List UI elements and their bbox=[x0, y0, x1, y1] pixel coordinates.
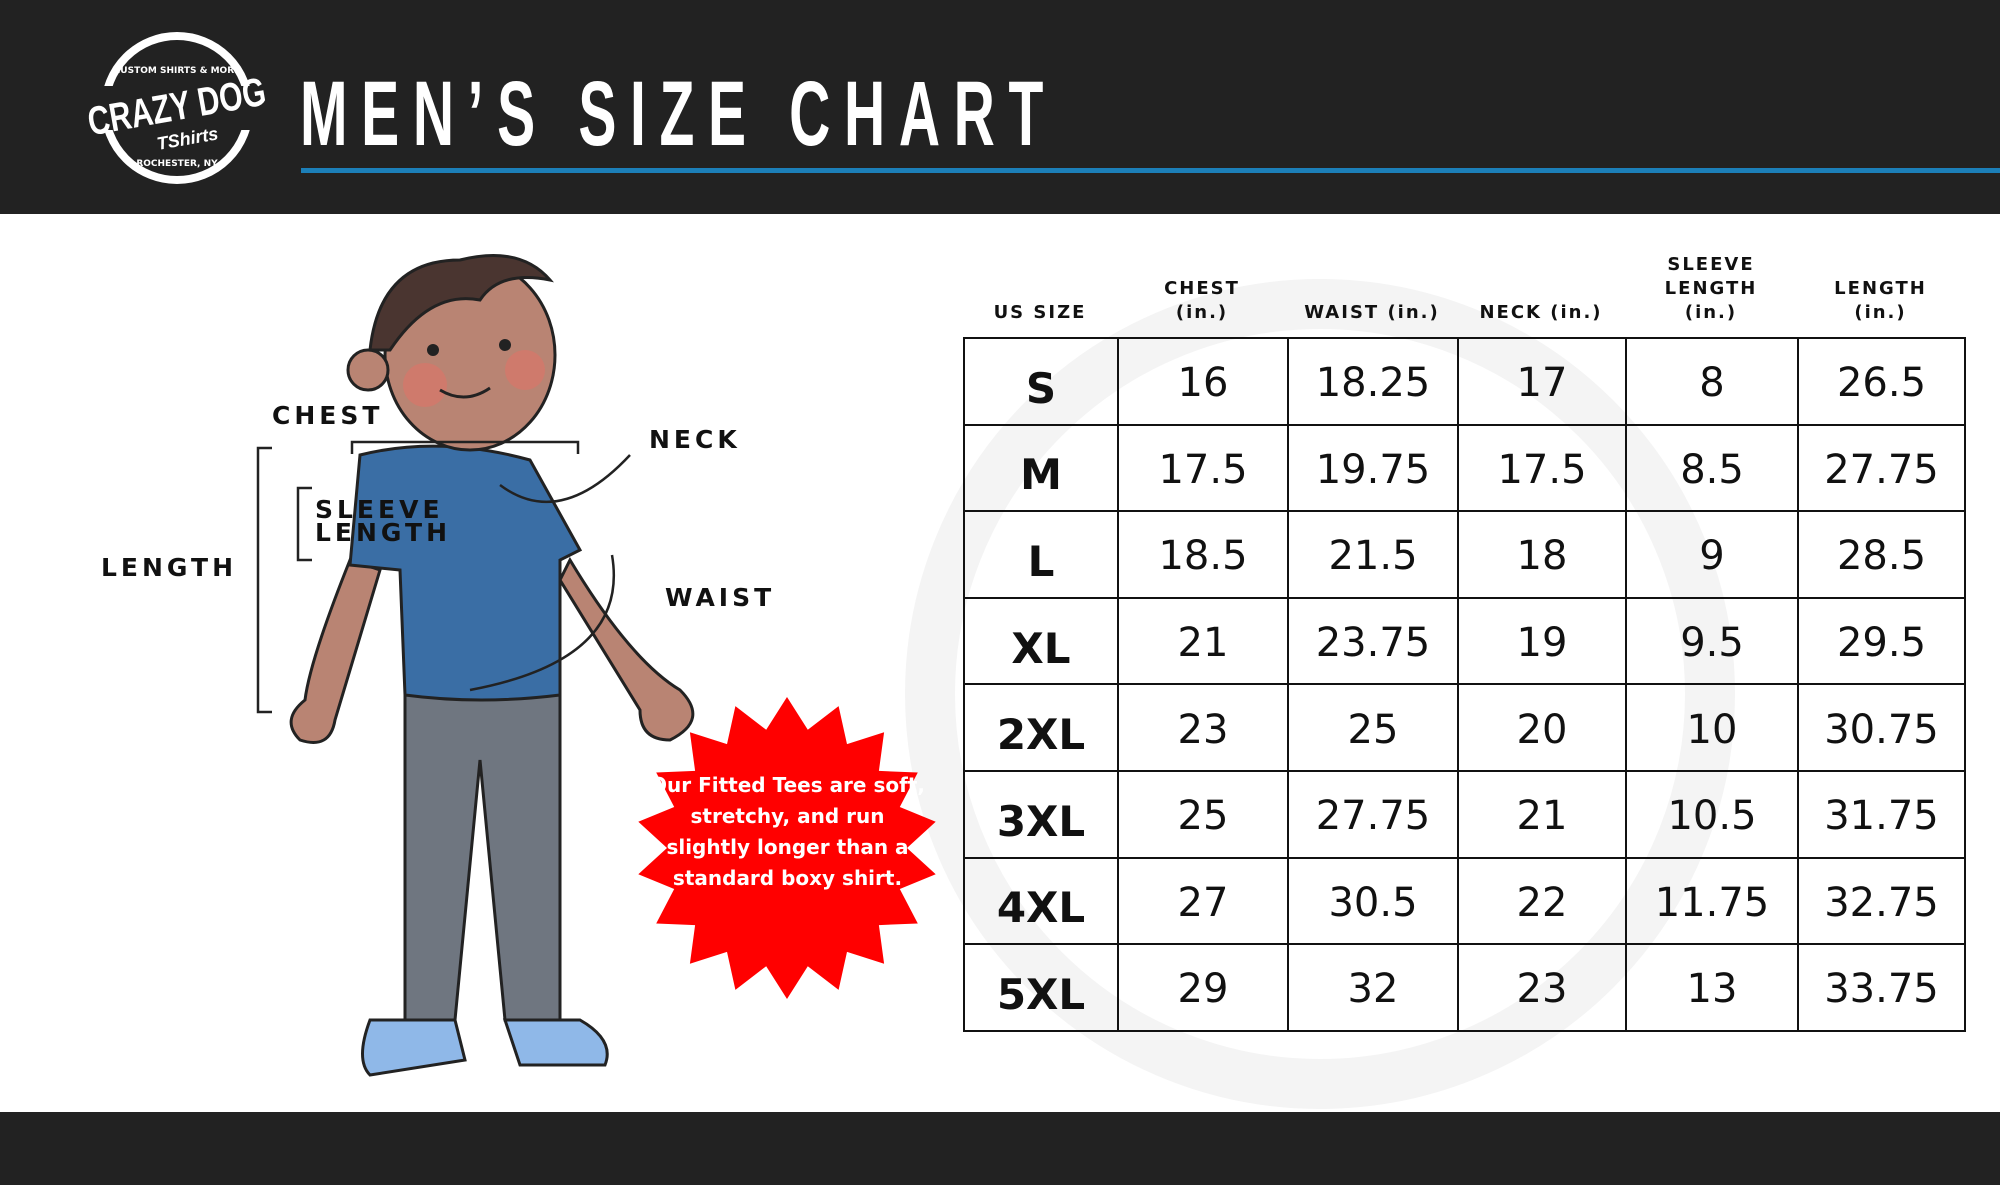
page-title: MEN’S SIZE CHART bbox=[300, 63, 1057, 165]
measurement-cell: 28.5 bbox=[1797, 510, 1966, 599]
size-table: S 16 18.25 17 8 26.5 M 17.5 19.75 17.5 8.5 27.75 L 18… bbox=[963, 337, 1966, 1032]
callout-text: Our Fitted Tees are soft, stretchy, and … bbox=[650, 773, 925, 890]
measurement-cell: 10.5 bbox=[1625, 769, 1799, 859]
size-cell: 5XL bbox=[963, 943, 1119, 1032]
boy-illustration bbox=[289, 254, 695, 1077]
column-header: US SIZE bbox=[993, 302, 1087, 323]
table-row: XL 21 23.75 19 9.5 29.5 bbox=[963, 596, 1966, 686]
starburst-shape bbox=[638, 697, 936, 999]
measurement-cell: 11.75 bbox=[1625, 856, 1799, 946]
measurement-cell: 33.75 bbox=[1797, 943, 1966, 1032]
measurement-cell: 10 bbox=[1625, 683, 1799, 772]
table-row: 2XL 23 25 20 10 30.75 bbox=[963, 683, 1966, 772]
header-bar bbox=[0, 0, 2000, 214]
measurement-cell: 26.5 bbox=[1797, 337, 1966, 426]
size-cell: 3XL bbox=[963, 769, 1119, 859]
title-underline bbox=[301, 168, 2000, 173]
measurement-cell: 21 bbox=[1457, 769, 1627, 859]
measurement-cell: 17.5 bbox=[1457, 423, 1627, 513]
svg-text:ROCHESTER, NY: ROCHESTER, NY bbox=[136, 159, 218, 169]
measurement-cell: 27.75 bbox=[1797, 423, 1966, 513]
table-row: L 18.5 21.5 18 9 28.5 bbox=[963, 510, 1966, 599]
measurement-cell: 17.5 bbox=[1117, 423, 1289, 513]
measurement-cell: 9.5 bbox=[1625, 596, 1799, 686]
measurement-cell: 29 bbox=[1117, 943, 1289, 1032]
measurement-cell: 30.5 bbox=[1287, 856, 1459, 946]
measurement-cell: 19 bbox=[1457, 596, 1627, 686]
column-header: LENGTH (in.) bbox=[1834, 278, 1927, 323]
size-cell: S bbox=[963, 337, 1119, 426]
measurement-cell: 17 bbox=[1457, 337, 1627, 426]
table-row: 5XL 29 32 23 13 33.75 bbox=[963, 943, 1966, 1032]
size-cell: M bbox=[963, 423, 1119, 513]
measurement-cell: 9 bbox=[1625, 510, 1799, 599]
measurement-cell: 18 bbox=[1457, 510, 1627, 599]
measurement-cell: 19.75 bbox=[1287, 423, 1459, 513]
column-header: WAIST (in.) bbox=[1304, 302, 1440, 323]
footer-bar bbox=[0, 1112, 2000, 1185]
measurement-cell: 23.75 bbox=[1287, 596, 1459, 686]
measurement-cell: 29.5 bbox=[1797, 596, 1966, 686]
measurement-cell: 27.75 bbox=[1287, 769, 1459, 859]
measurement-cell: 27 bbox=[1117, 856, 1289, 946]
column-header: CHEST (in.) bbox=[1164, 278, 1240, 323]
measurement-cell: 23 bbox=[1117, 683, 1289, 772]
label-chest: CHEST bbox=[272, 401, 384, 430]
measurement-cell: 8 bbox=[1625, 337, 1799, 426]
measurement-cell: 32 bbox=[1287, 943, 1459, 1032]
measurement-cell: 21.5 bbox=[1287, 510, 1459, 599]
label-sleeve-length: LENGTH bbox=[315, 518, 451, 547]
measurement-cell: 16 bbox=[1117, 337, 1289, 426]
label-length: LENGTH bbox=[101, 553, 237, 582]
size-cell: 4XL bbox=[963, 856, 1119, 946]
measurement-cell: 25 bbox=[1287, 683, 1459, 772]
measurement-cell: 23 bbox=[1457, 943, 1627, 1032]
table-row: S 16 18.25 17 8 26.5 bbox=[963, 337, 1966, 426]
measurement-cell: 20 bbox=[1457, 683, 1627, 772]
table-row: 3XL 25 27.75 21 10.5 31.75 bbox=[963, 769, 1966, 859]
measurement-cell: 13 bbox=[1625, 943, 1799, 1032]
measurement-cell: 21 bbox=[1117, 596, 1289, 686]
label-waist: WAIST bbox=[665, 583, 776, 612]
measurement-cell: 18.25 bbox=[1287, 337, 1459, 426]
table-row: M 17.5 19.75 17.5 8.5 27.75 bbox=[963, 423, 1966, 513]
starburst-badge bbox=[638, 697, 936, 999]
measurement-cell: 22 bbox=[1457, 856, 1627, 946]
column-header: NECK (in.) bbox=[1479, 302, 1603, 323]
measurement-cell: 32.75 bbox=[1797, 856, 1966, 946]
size-cell: 2XL bbox=[963, 683, 1119, 772]
measurement-cell: 31.75 bbox=[1797, 769, 1966, 859]
size-cell: XL bbox=[963, 596, 1119, 686]
crazy-dog-logo: CRAZY DOG TShirts CUSTOM SHIRTS & MORE R… bbox=[82, 32, 272, 184]
measurement-cell: 30.75 bbox=[1797, 683, 1966, 772]
column-header: SLEEVE LENGTH (in.) bbox=[1664, 254, 1758, 323]
label-neck: NECK bbox=[649, 425, 741, 454]
table-row: 4XL 27 30.5 22 11.75 32.75 bbox=[963, 856, 1966, 946]
size-cell: L bbox=[963, 510, 1119, 599]
svg-text:CUSTOM SHIRTS & MORE: CUSTOM SHIRTS & MORE bbox=[114, 66, 241, 76]
measurement-cell: 25 bbox=[1117, 769, 1289, 859]
measure-lines bbox=[256, 440, 631, 714]
label-sleeve: SLEEVE bbox=[315, 495, 444, 524]
measurement-cell: 18.5 bbox=[1117, 510, 1289, 599]
measurement-cell: 8.5 bbox=[1625, 423, 1799, 513]
